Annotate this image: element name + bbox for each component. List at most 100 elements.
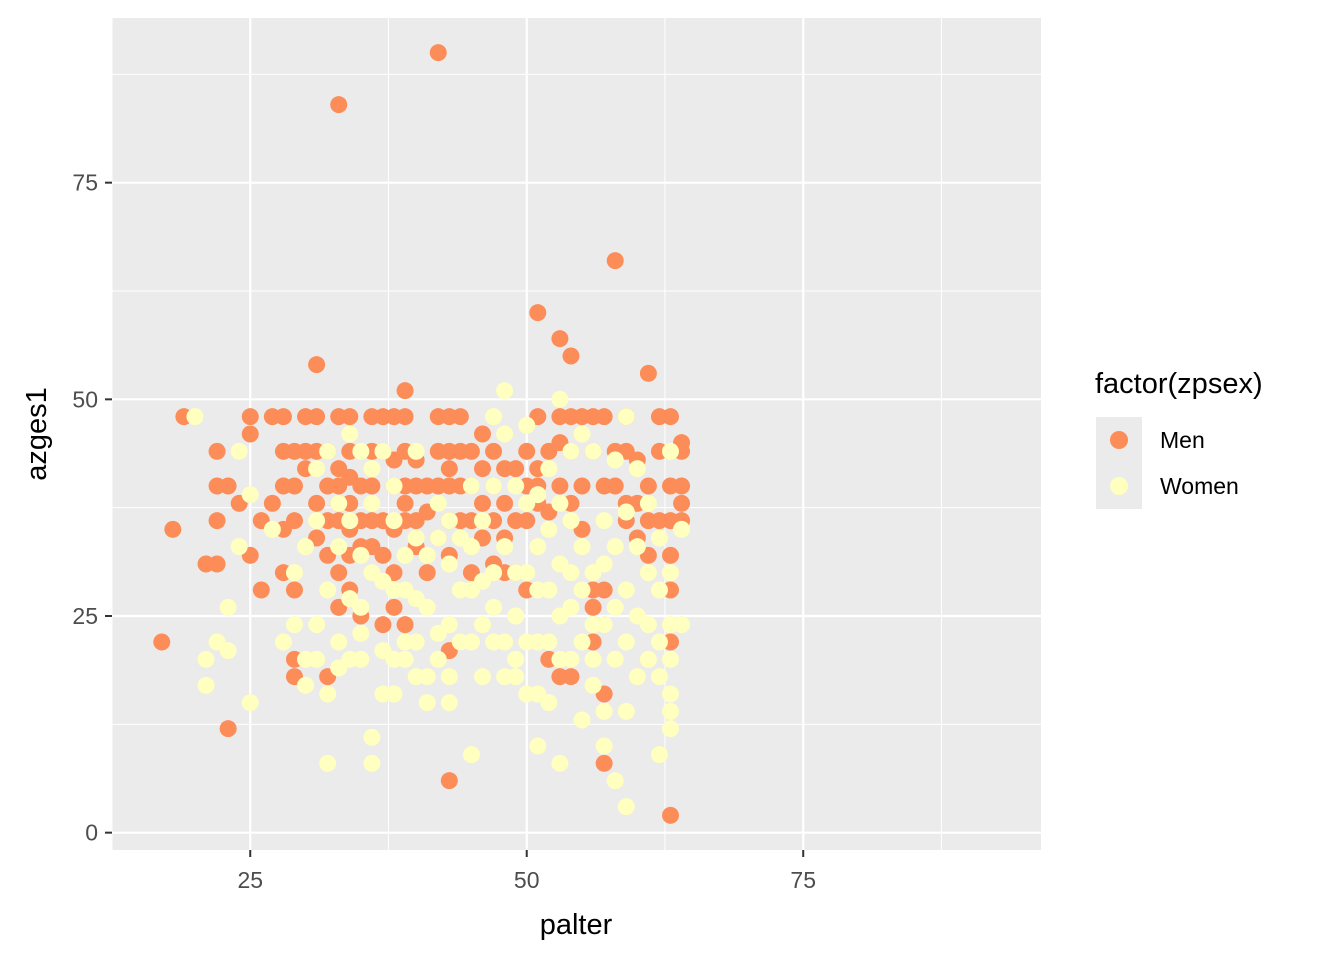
point-men — [473, 425, 491, 443]
point-men — [330, 564, 348, 582]
point-men — [241, 408, 259, 426]
point-women — [507, 477, 525, 495]
point-women — [496, 633, 514, 651]
point-women — [562, 442, 580, 460]
point-men — [308, 494, 326, 512]
point-men — [274, 408, 292, 426]
point-women — [606, 538, 624, 556]
point-women — [341, 425, 359, 443]
y-tick-label: 50 — [72, 386, 98, 412]
point-women — [595, 737, 613, 755]
x-tick-label: 25 — [237, 867, 263, 893]
legend-label-men: Men — [1160, 427, 1205, 453]
point-women — [485, 408, 503, 426]
point-women — [673, 520, 691, 538]
point-men — [396, 408, 414, 426]
point-women — [473, 616, 491, 634]
point-women — [440, 616, 458, 634]
point-men — [374, 616, 392, 634]
point-women — [551, 390, 569, 408]
point-men — [341, 408, 359, 426]
point-women — [617, 633, 635, 651]
point-women — [584, 442, 602, 460]
point-men — [451, 408, 469, 426]
point-men — [606, 252, 624, 270]
point-men — [252, 581, 270, 599]
data-points — [153, 44, 691, 824]
point-women — [628, 668, 646, 686]
y-tick-label: 0 — [85, 820, 98, 846]
point-women — [363, 460, 381, 478]
point-men — [662, 806, 680, 824]
point-women — [529, 737, 547, 755]
point-women — [352, 650, 370, 668]
point-men — [662, 546, 680, 564]
point-women — [485, 477, 503, 495]
point-women — [540, 460, 558, 478]
point-women — [507, 650, 525, 668]
point-men — [606, 477, 624, 495]
grid-major — [112, 18, 1041, 850]
point-women — [407, 442, 425, 460]
point-women — [540, 633, 558, 651]
point-men — [551, 330, 569, 348]
point-women — [330, 494, 348, 512]
point-women — [617, 581, 635, 599]
point-women — [308, 650, 326, 668]
point-women — [617, 408, 635, 426]
point-women — [297, 538, 315, 556]
point-men — [662, 408, 680, 426]
point-women — [662, 650, 680, 668]
point-women — [584, 650, 602, 668]
point-women — [617, 503, 635, 521]
point-men — [330, 96, 348, 114]
point-women — [529, 486, 547, 504]
point-men — [208, 512, 226, 530]
point-women — [562, 564, 580, 582]
x-axis-title: palter — [540, 909, 613, 941]
point-women — [628, 538, 646, 556]
point-women — [584, 676, 602, 694]
point-women — [330, 538, 348, 556]
x-tick-label: 50 — [514, 867, 540, 893]
point-women — [407, 529, 425, 547]
point-men — [485, 442, 503, 460]
point-men — [374, 546, 392, 564]
point-women — [595, 555, 613, 573]
point-women — [573, 425, 591, 443]
point-women — [617, 702, 635, 720]
point-women — [562, 598, 580, 616]
point-women — [396, 650, 414, 668]
point-women — [429, 650, 447, 668]
point-women — [274, 633, 292, 651]
point-men — [639, 477, 657, 495]
point-women — [263, 520, 281, 538]
point-men — [285, 512, 303, 530]
point-women — [440, 694, 458, 712]
point-women — [606, 650, 624, 668]
point-men — [673, 494, 691, 512]
point-men — [285, 477, 303, 495]
point-women — [319, 754, 337, 772]
point-women — [230, 442, 248, 460]
point-women — [363, 728, 381, 746]
point-women — [573, 581, 591, 599]
point-women — [606, 772, 624, 790]
point-women — [496, 382, 514, 400]
point-men — [440, 772, 458, 790]
point-women — [639, 616, 657, 634]
point-women — [540, 694, 558, 712]
point-women — [418, 546, 436, 564]
point-women — [396, 546, 414, 564]
point-men — [396, 494, 414, 512]
point-women — [418, 598, 436, 616]
point-women — [440, 512, 458, 530]
point-women — [462, 746, 480, 764]
point-women — [297, 676, 315, 694]
legend-key-women — [1110, 477, 1128, 495]
point-women — [662, 702, 680, 720]
point-men — [308, 356, 326, 374]
point-women — [540, 581, 558, 599]
point-men — [462, 442, 480, 460]
